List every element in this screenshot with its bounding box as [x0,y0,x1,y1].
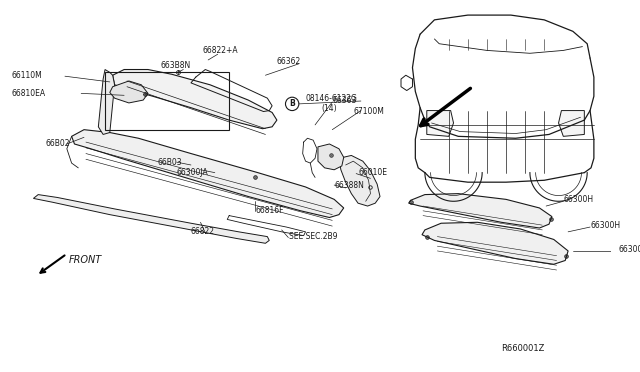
Text: 66300: 66300 [619,244,640,253]
Polygon shape [318,144,344,170]
Polygon shape [339,155,380,206]
Polygon shape [422,222,568,264]
Text: R660001Z: R660001Z [501,344,545,353]
Polygon shape [409,194,552,228]
Text: 08146-6122G: 08146-6122G [305,94,357,103]
Text: B: B [289,99,295,108]
Text: 67100M: 67100M [353,107,384,116]
Text: FRONT: FRONT [68,256,102,266]
Text: 66300JA: 66300JA [177,168,209,177]
Text: 66822+A: 66822+A [202,46,238,55]
Polygon shape [33,195,269,243]
Text: 66363: 66363 [332,96,356,105]
Bar [105,73,229,130]
Polygon shape [559,110,584,137]
Text: 66010E: 66010E [358,168,387,177]
Text: 66300H: 66300H [563,195,593,204]
Text: 66362: 66362 [277,57,301,66]
Polygon shape [99,70,115,134]
Text: 66B03: 66B03 [157,158,182,167]
Text: 66810EA: 66810EA [12,89,45,98]
Polygon shape [72,130,344,218]
Text: 66300H: 66300H [590,221,620,230]
Text: SEE SEC.2B9: SEE SEC.2B9 [289,232,338,241]
Text: 66B02: 66B02 [46,140,70,148]
Text: 66816F: 66816F [256,206,284,215]
Text: 66822: 66822 [191,227,215,236]
Text: 663B8N: 663B8N [161,61,191,70]
Polygon shape [113,70,277,129]
Polygon shape [110,81,148,103]
Text: 66388N: 66388N [334,180,364,190]
Text: 66110M: 66110M [12,71,42,80]
Polygon shape [427,110,454,137]
Text: (14): (14) [322,104,337,113]
